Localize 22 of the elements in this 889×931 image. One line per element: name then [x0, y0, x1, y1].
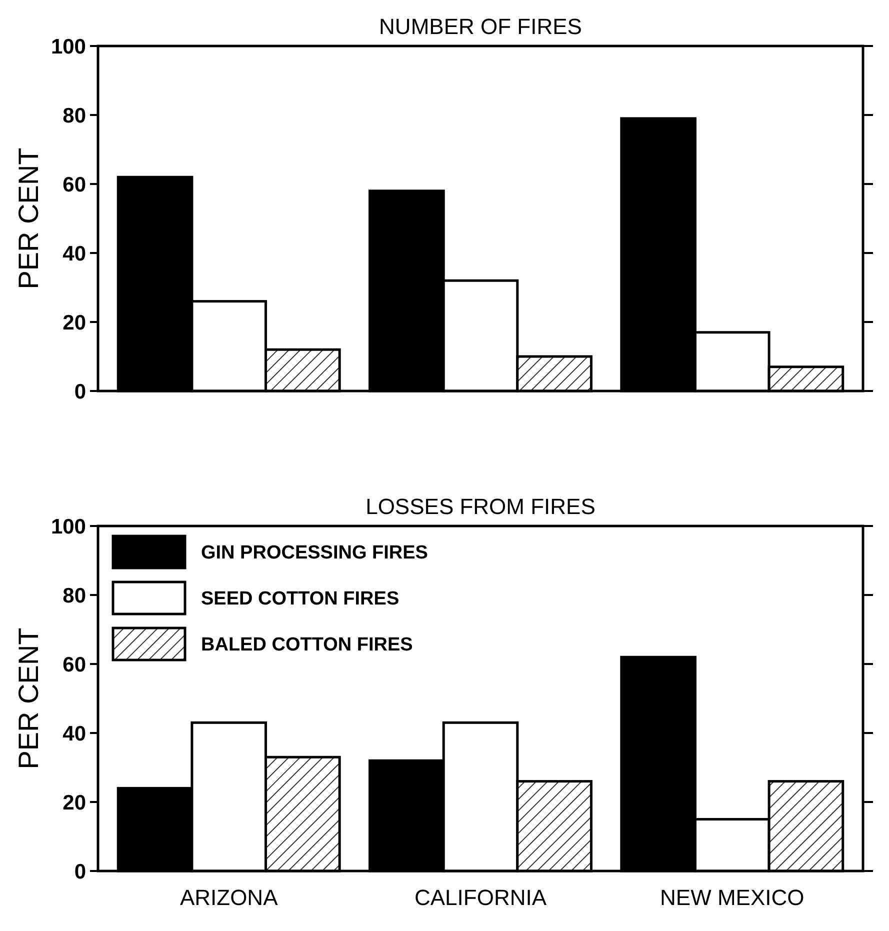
- x-tick-label: ARIZONA: [180, 885, 278, 910]
- legend-label: GIN PROCESSING FIRES: [201, 542, 428, 564]
- y-tick-label: 60: [62, 653, 86, 676]
- y-tick-label: 100: [50, 35, 86, 58]
- y-tick-label: 80: [62, 584, 86, 608]
- x-tick-label: NEW MEXICO: [660, 885, 804, 910]
- y-tick-label: 0: [74, 860, 86, 884]
- y-axis-title: PER CENT: [13, 148, 44, 290]
- y-tick-label: 0: [74, 380, 86, 404]
- legend-label: SEED COTTON FIRES: [201, 588, 400, 610]
- y-tick-label: 100: [50, 515, 86, 538]
- x-tick-label: CALIFORNIA: [414, 885, 547, 910]
- y-tick-label: 20: [62, 791, 86, 814]
- chart-title: LOSSES FROM FIRES: [366, 494, 596, 519]
- chart-title: NUMBER OF FIRES: [379, 14, 582, 39]
- y-tick-label: 20: [62, 311, 86, 334]
- legend-label: BALED COTTON FIRES: [201, 634, 413, 656]
- y-axis-title: PER CENT: [13, 628, 44, 770]
- y-tick-label: 60: [62, 173, 86, 196]
- y-tick-label: 80: [62, 104, 86, 128]
- y-tick-label: 40: [62, 242, 86, 266]
- y-tick-label: 40: [62, 722, 86, 746]
